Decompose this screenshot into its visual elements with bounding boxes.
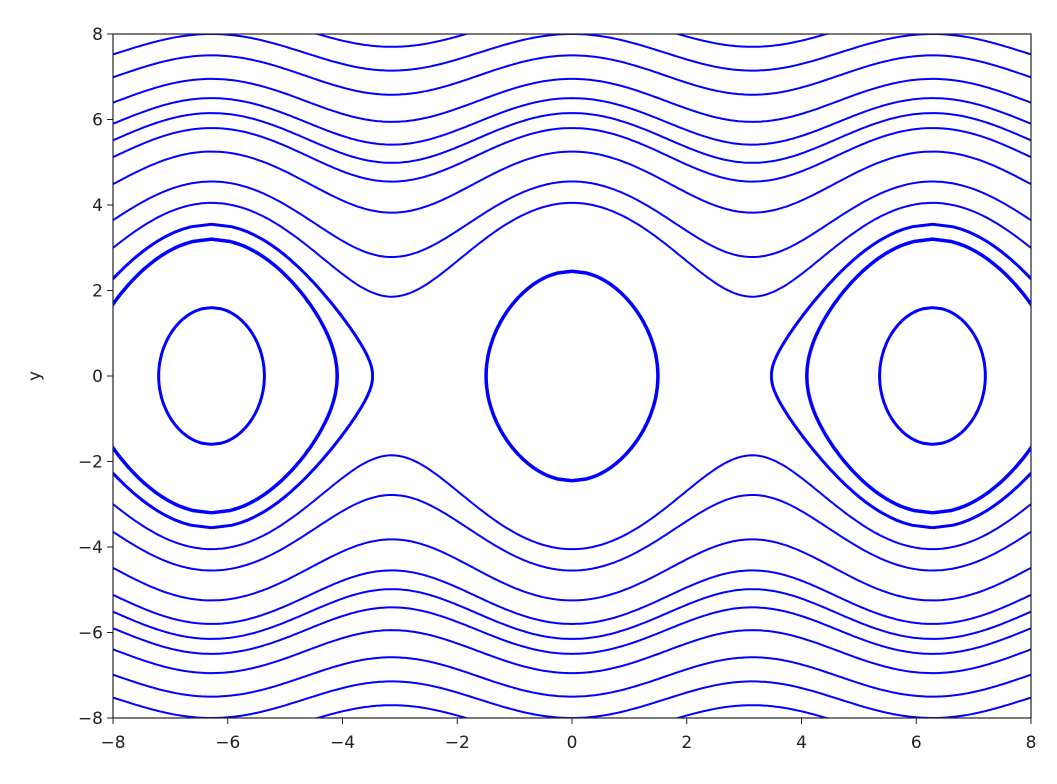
- x-tick-label: 8: [1026, 733, 1037, 753]
- streamline: [113, 54, 1031, 96]
- streamline: [113, 150, 1031, 214]
- plot-frame: [112, 33, 1032, 719]
- y-tick-label: −8: [78, 709, 103, 729]
- streamline: [113, 656, 1031, 698]
- streamline: [113, 454, 1031, 551]
- streamline: [157, 306, 266, 446]
- y-axis: −8 −6 −4 −2 0 2 4 6 8: [78, 25, 113, 729]
- y-tick-label: 4: [92, 196, 103, 216]
- y-tick-label: −2: [78, 453, 103, 473]
- streamline: [113, 112, 1031, 164]
- streamline: [113, 0, 1031, 23]
- streamline: [805, 237, 1031, 515]
- y-axis-label: y: [25, 371, 45, 381]
- x-tick-label: 0: [567, 733, 578, 753]
- streamline: [878, 306, 987, 446]
- streamline: [484, 269, 660, 483]
- streamline: [113, 34, 1031, 72]
- y-tick-label: −4: [78, 538, 103, 558]
- streamlines: [113, 0, 1031, 718]
- streamline: [113, 538, 1031, 602]
- streamline: [769, 222, 1031, 530]
- streamline: [113, 588, 1031, 640]
- y-tick-label: 6: [92, 111, 103, 131]
- streamline: [113, 629, 1031, 675]
- streamline: [113, 77, 1031, 123]
- streamline: [113, 237, 339, 515]
- x-tick-label: 6: [911, 733, 922, 753]
- streamline: [113, 97, 1031, 146]
- y-tick-label: 2: [92, 282, 103, 302]
- streamline: [113, 180, 1031, 258]
- x-tick-label: 2: [681, 733, 692, 753]
- x-tick-label: −8: [100, 733, 125, 753]
- streamline: [113, 494, 1031, 572]
- x-axis: −8 −6 −4 −2 0 2 4 6 8: [100, 718, 1036, 753]
- x-tick-label: 4: [796, 733, 807, 753]
- x-tick-label: −2: [445, 733, 470, 753]
- streamline: [113, 127, 1031, 183]
- x-axis-label: x: [567, 775, 577, 780]
- x-tick-label: −4: [330, 733, 355, 753]
- y-tick-label: −6: [78, 624, 103, 644]
- streamline: [113, 569, 1031, 626]
- streamline: [113, 201, 1031, 298]
- streamline: [113, 680, 1031, 718]
- streamline: [313, 34, 831, 48]
- x-tick-label: −6: [215, 733, 240, 753]
- streamline: [113, 222, 375, 530]
- y-tick-label: 0: [92, 367, 103, 387]
- y-tick-label: 8: [92, 25, 103, 45]
- streamline: [113, 606, 1031, 655]
